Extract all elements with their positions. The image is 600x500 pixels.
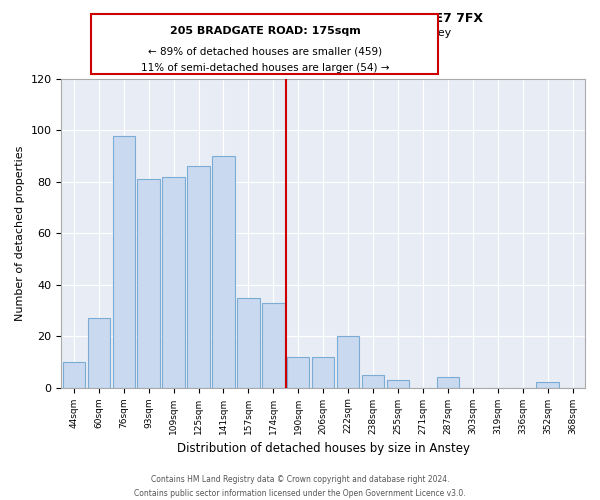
Text: 205, BRADGATE ROAD, ANSTEY, LEICESTER, LE7 7FX: 205, BRADGATE ROAD, ANSTEY, LEICESTER, L… [117, 12, 483, 26]
Bar [137, 180, 160, 388]
Text: 11% of semi-detached houses are larger (54) →: 11% of semi-detached houses are larger (… [140, 63, 389, 73]
Bar [337, 336, 359, 388]
Bar [312, 356, 334, 388]
Bar [163, 176, 185, 388]
Text: Contains HM Land Registry data © Crown copyright and database right 2024.
Contai: Contains HM Land Registry data © Crown c… [134, 476, 466, 498]
Bar [387, 380, 409, 388]
Text: ← 89% of detached houses are smaller (459): ← 89% of detached houses are smaller (45… [148, 46, 382, 56]
Text: Size of property relative to detached houses in Anstey: Size of property relative to detached ho… [148, 28, 452, 38]
Bar [212, 156, 235, 388]
Bar [262, 302, 284, 388]
Bar [62, 362, 85, 388]
Bar [287, 356, 310, 388]
Bar [187, 166, 210, 388]
Bar [88, 318, 110, 388]
X-axis label: Distribution of detached houses by size in Anstey: Distribution of detached houses by size … [177, 442, 470, 455]
Bar [536, 382, 559, 388]
Text: 205 BRADGATE ROAD: 175sqm: 205 BRADGATE ROAD: 175sqm [170, 26, 360, 36]
Bar [362, 374, 384, 388]
Bar [113, 136, 135, 388]
Bar [437, 378, 459, 388]
Y-axis label: Number of detached properties: Number of detached properties [15, 146, 25, 321]
Bar [237, 298, 260, 388]
